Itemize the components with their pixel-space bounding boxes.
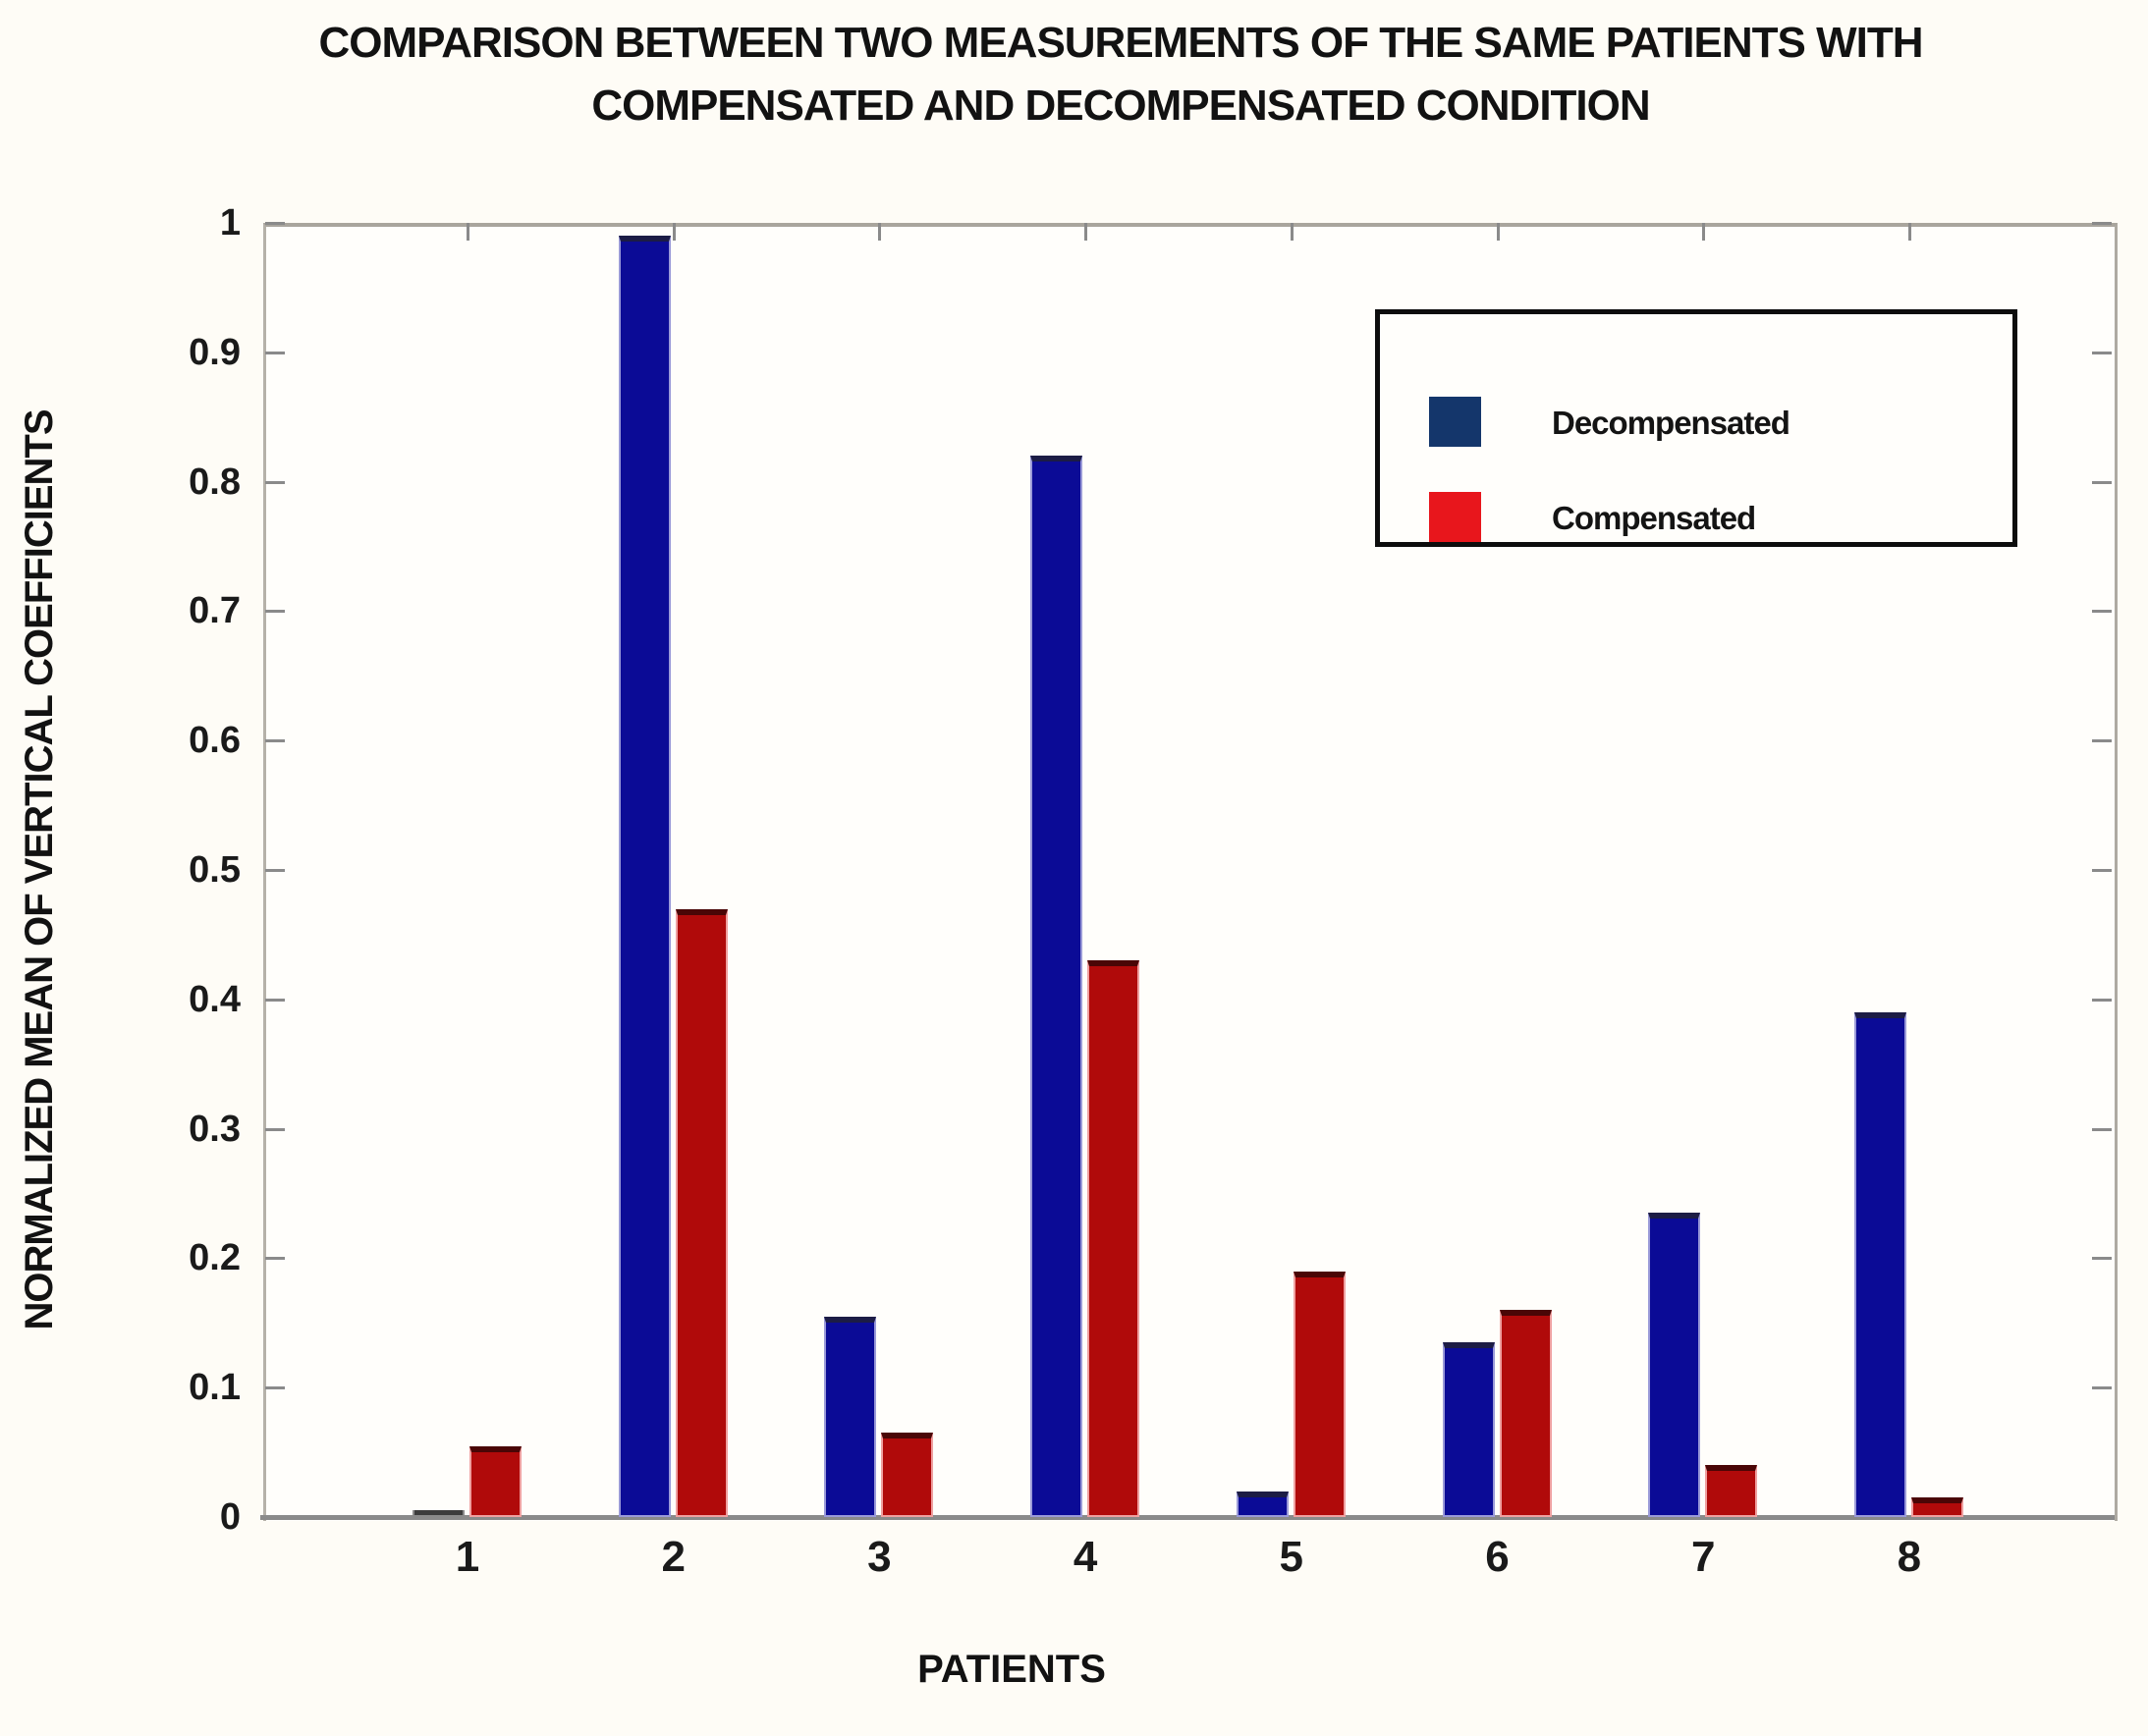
y-tick — [265, 480, 285, 484]
chart-title-line1: COMPARISON BETWEEN TWO MEASUREMENTS OF T… — [318, 19, 1924, 67]
x-tick-label: 3 — [867, 1533, 892, 1581]
y-tick-label: 0.1 — [189, 1367, 241, 1409]
y-tick-right — [2092, 739, 2112, 743]
y-tick-label: 1 — [219, 202, 241, 244]
y-tick-label: 0.9 — [189, 331, 241, 373]
top-tick — [1702, 223, 1706, 241]
y-tick — [265, 1386, 285, 1390]
y-tick — [265, 1516, 285, 1519]
x-axis-title: PATIENTS — [917, 1648, 1106, 1691]
y-tick-label: 0.2 — [189, 1237, 241, 1279]
y-tick-label: 0.3 — [189, 1108, 241, 1150]
legend-label-compensated: Compensated — [1552, 500, 1756, 536]
bar-decompensated-2 — [618, 236, 671, 1517]
y-tick — [265, 610, 285, 614]
y-tick-right — [2092, 1386, 2112, 1390]
bar-decompensated-7 — [1648, 1213, 1701, 1517]
bar-compensated-2 — [675, 909, 728, 1517]
y-tick-right — [2092, 480, 2112, 484]
y-tick-right — [2092, 1257, 2112, 1261]
top-tick — [1496, 223, 1500, 241]
legend-swatch-decompensated — [1429, 397, 1481, 447]
y-tick-right — [2092, 1516, 2112, 1519]
x-tick-label: 1 — [455, 1533, 480, 1581]
bar-compensated-8 — [1910, 1497, 1963, 1517]
x-tick-label: 6 — [1485, 1533, 1510, 1581]
y-tick — [265, 1257, 285, 1261]
bar-compensated-5 — [1293, 1272, 1346, 1517]
bar-compensated-1 — [469, 1446, 522, 1517]
top-tick — [1290, 223, 1294, 241]
x-tick-label: 7 — [1690, 1533, 1716, 1581]
y-tick — [265, 739, 285, 743]
chart-title: COMPARISON BETWEEN TWO MEASUREMENTS OF T… — [94, 12, 2147, 137]
top-tick — [672, 223, 676, 241]
top-tick — [1907, 223, 1911, 241]
y-tick — [265, 1127, 285, 1131]
bar-compensated-7 — [1705, 1465, 1758, 1517]
y-tick-label: 0.6 — [189, 720, 241, 762]
y-tick — [265, 222, 285, 225]
y-tick-label: 0.5 — [189, 849, 241, 891]
y-tick-right — [2092, 1127, 2112, 1131]
bar-decompensated-4 — [1030, 456, 1083, 1517]
chart-title-line2: COMPENSATED AND DECOMPENSATED CONDITION — [591, 81, 1650, 130]
bar-decompensated-3 — [824, 1317, 877, 1517]
x-tick-label: 5 — [1279, 1533, 1304, 1581]
y-tick-right — [2092, 222, 2112, 225]
y-tick-label: 0 — [219, 1496, 241, 1538]
bar-compensated-6 — [1499, 1310, 1552, 1517]
y-tick-label: 0.4 — [189, 978, 241, 1020]
legend: Decompensated Compensated — [1375, 309, 2017, 547]
bar-compensated-4 — [1087, 960, 1140, 1517]
x-tick-label: 4 — [1073, 1533, 1098, 1581]
y-tick-right — [2092, 351, 2112, 354]
y-tick-right — [2092, 998, 2112, 1002]
y-axis-title: NORMALIZED MEAN OF VERTICAL COEFFICIENTS — [18, 409, 61, 1330]
y-tick-right — [2092, 869, 2112, 872]
bar-decompensated-1 — [413, 1510, 465, 1517]
top-tick — [1084, 223, 1088, 241]
y-tick-right — [2092, 610, 2112, 614]
legend-label-decompensated: Decompensated — [1552, 405, 1790, 441]
bar-decompensated-5 — [1236, 1492, 1289, 1517]
x-tick-label: 8 — [1897, 1533, 1922, 1581]
bar-decompensated-8 — [1853, 1012, 1906, 1517]
y-tick — [265, 869, 285, 872]
top-tick — [878, 223, 882, 241]
bar-decompensated-6 — [1442, 1342, 1495, 1517]
top-tick — [467, 223, 469, 241]
bar-compensated-3 — [881, 1433, 934, 1517]
x-tick-label: 2 — [661, 1533, 686, 1581]
y-tick-label: 0.7 — [189, 590, 241, 632]
x-axis-line — [260, 1515, 2115, 1520]
y-tick-label: 0.8 — [189, 461, 241, 503]
y-tick — [265, 351, 285, 354]
legend-swatch-compensated — [1429, 492, 1481, 542]
y-tick — [265, 998, 285, 1002]
